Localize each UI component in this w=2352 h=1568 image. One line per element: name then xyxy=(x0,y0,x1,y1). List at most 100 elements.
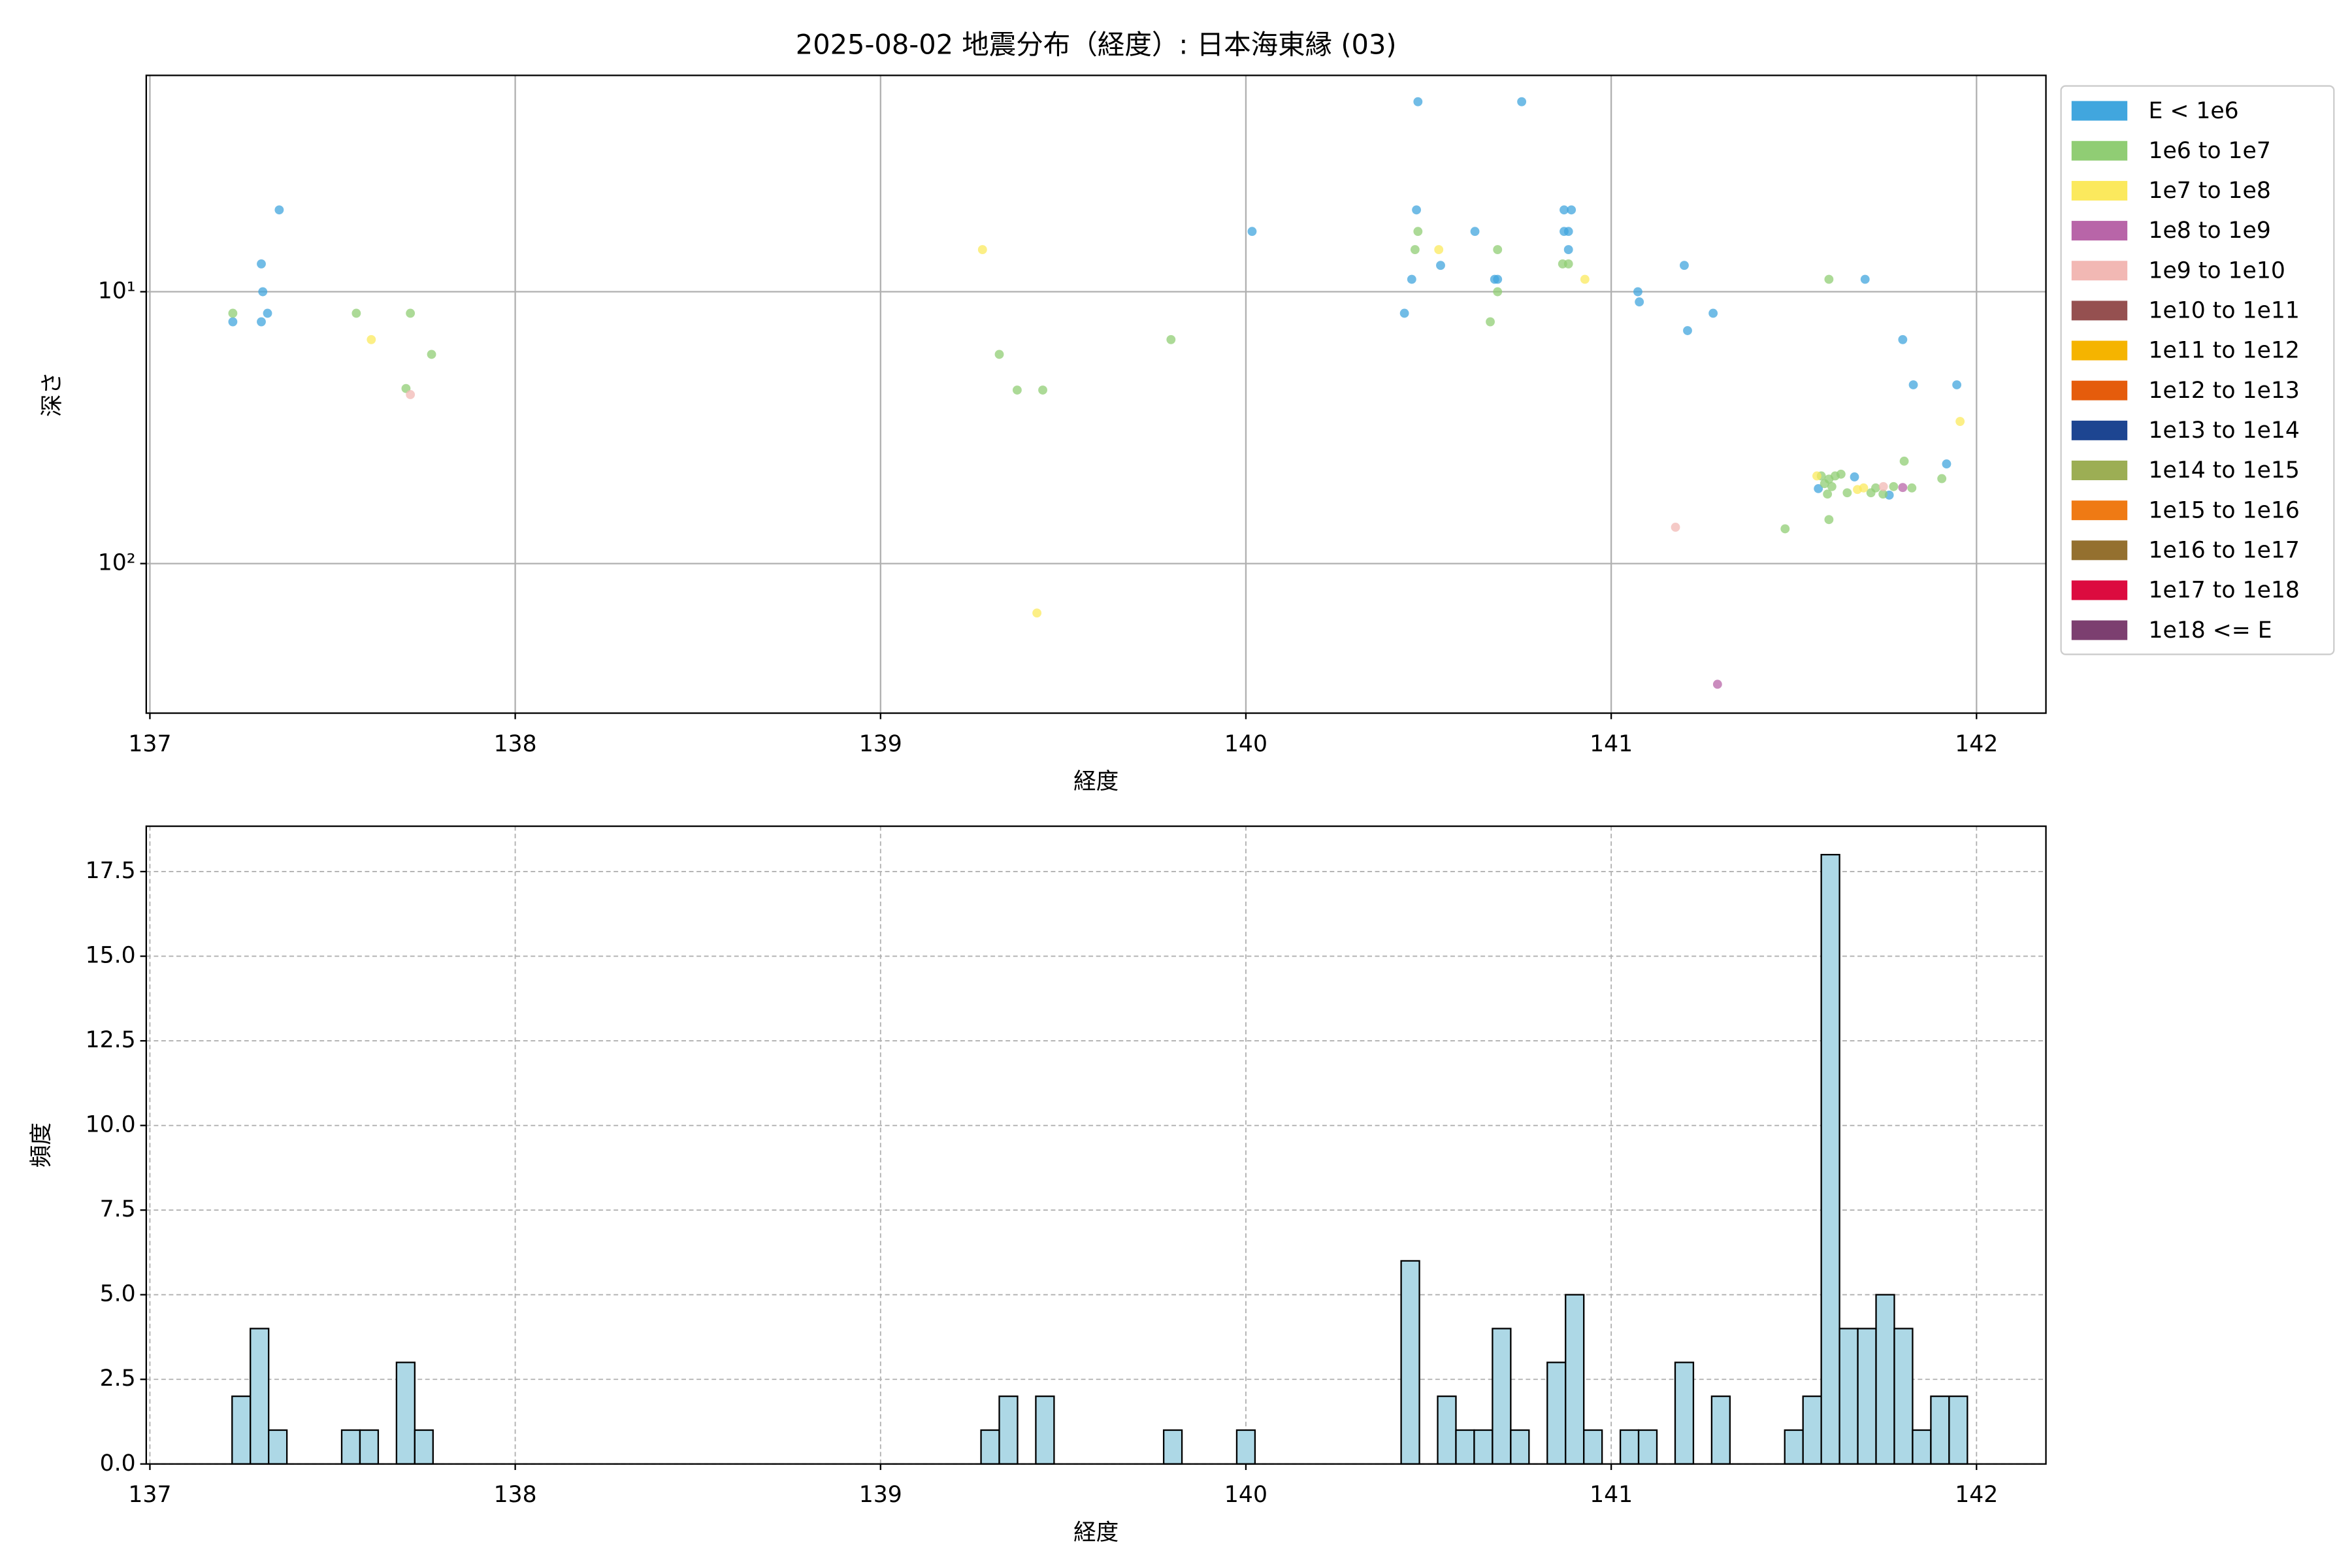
point xyxy=(1671,523,1680,532)
point xyxy=(406,390,416,399)
bar xyxy=(980,1429,1000,1465)
point xyxy=(1823,489,1833,499)
x-tick-label: 138 xyxy=(494,1482,537,1508)
legend-swatch xyxy=(2071,140,2128,161)
legend-label: 1e10 to 1e11 xyxy=(2148,298,2299,324)
bar xyxy=(1875,1294,1895,1465)
bar xyxy=(268,1429,288,1465)
point xyxy=(1814,483,1823,493)
point xyxy=(1860,274,1870,284)
bar xyxy=(1784,1429,1804,1465)
bar xyxy=(359,1429,380,1465)
bar xyxy=(1437,1395,1457,1465)
point xyxy=(1780,524,1790,534)
y-tick-label: 0.0 xyxy=(100,1450,136,1477)
y-axis-label: 頻度 xyxy=(29,1122,55,1168)
point xyxy=(1580,274,1590,284)
legend-label: 1e11 to 1e12 xyxy=(2148,338,2299,364)
point xyxy=(1567,205,1576,215)
plot-frame xyxy=(145,825,2047,1465)
y-tick-label: 12.5 xyxy=(86,1027,136,1053)
point xyxy=(1633,287,1642,297)
point xyxy=(1680,261,1689,270)
point xyxy=(1563,227,1573,237)
legend-swatch xyxy=(2071,540,2128,561)
legend-swatch xyxy=(2071,620,2128,640)
legend-swatch xyxy=(2071,261,2128,281)
x-tick-label: 142 xyxy=(1955,1482,1998,1508)
point xyxy=(1850,472,1859,482)
legend-swatch xyxy=(2071,340,2128,361)
legend-swatch xyxy=(2071,461,2128,480)
y-tick-label: 17.5 xyxy=(86,858,136,884)
point xyxy=(1820,479,1829,489)
point xyxy=(1712,679,1722,689)
x-axis-label: 経度 xyxy=(1073,1520,1119,1546)
x-tick-label: 140 xyxy=(1224,731,1267,757)
x-tick-label: 139 xyxy=(859,1482,902,1508)
point xyxy=(1878,482,1888,491)
legend-label: 1e7 to 1e8 xyxy=(2148,178,2270,204)
bar xyxy=(250,1328,270,1465)
bar xyxy=(1930,1395,1950,1465)
y-axis-label: 深さ xyxy=(39,372,65,417)
point xyxy=(406,308,416,318)
y-tick-label: 7.5 xyxy=(100,1196,136,1222)
bar xyxy=(1948,1395,1968,1465)
point xyxy=(1412,205,1422,215)
legend-label: 1e14 to 1e15 xyxy=(2148,457,2299,483)
point xyxy=(1563,245,1573,255)
plot-frame xyxy=(145,74,2047,714)
point xyxy=(1493,287,1503,297)
legend-swatch xyxy=(2071,380,2128,400)
point xyxy=(1827,482,1837,491)
point xyxy=(351,308,361,318)
bar xyxy=(1637,1429,1658,1465)
point xyxy=(263,308,272,318)
point xyxy=(1635,297,1644,307)
point xyxy=(1952,380,1962,389)
point xyxy=(1898,483,1908,493)
point xyxy=(274,205,284,215)
point xyxy=(1399,308,1409,318)
bar xyxy=(1035,1395,1055,1465)
point xyxy=(1842,488,1852,498)
point xyxy=(1486,317,1495,327)
y-tick-label: 5.0 xyxy=(100,1281,136,1307)
point xyxy=(1955,417,1965,426)
x-tick-label: 139 xyxy=(859,731,902,757)
y-tick-label: 2.5 xyxy=(100,1365,136,1392)
legend-label: 1e17 to 1e18 xyxy=(2148,578,2299,604)
bar xyxy=(1565,1294,1585,1465)
point xyxy=(977,245,987,255)
y-tick-label: 10² xyxy=(98,550,136,576)
y-tick-label: 10.0 xyxy=(86,1112,136,1138)
point xyxy=(1517,97,1527,106)
bar xyxy=(1546,1362,1567,1465)
point xyxy=(1898,335,1908,344)
legend-label: 1e16 to 1e17 xyxy=(2148,537,2299,563)
bar xyxy=(1400,1260,1420,1465)
point xyxy=(1166,335,1176,344)
point xyxy=(1866,488,1876,498)
point xyxy=(1012,385,1022,395)
bar xyxy=(1857,1328,1877,1465)
point xyxy=(1038,385,1047,395)
bar xyxy=(231,1395,252,1465)
point xyxy=(1493,274,1503,284)
legend-label: 1e12 to 1e13 xyxy=(2148,378,2299,404)
x-tick-label: 138 xyxy=(494,731,537,757)
bar xyxy=(1510,1429,1530,1465)
bar xyxy=(1583,1429,1603,1465)
point xyxy=(1410,245,1420,255)
point xyxy=(258,287,268,297)
legend-swatch xyxy=(2071,500,2128,521)
point xyxy=(1407,274,1416,284)
legend-swatch xyxy=(2071,180,2128,201)
bar xyxy=(1893,1328,1914,1465)
x-tick-label: 137 xyxy=(128,731,171,757)
legend-label: 1e8 to 1e9 xyxy=(2148,218,2270,244)
point xyxy=(1560,205,1569,215)
